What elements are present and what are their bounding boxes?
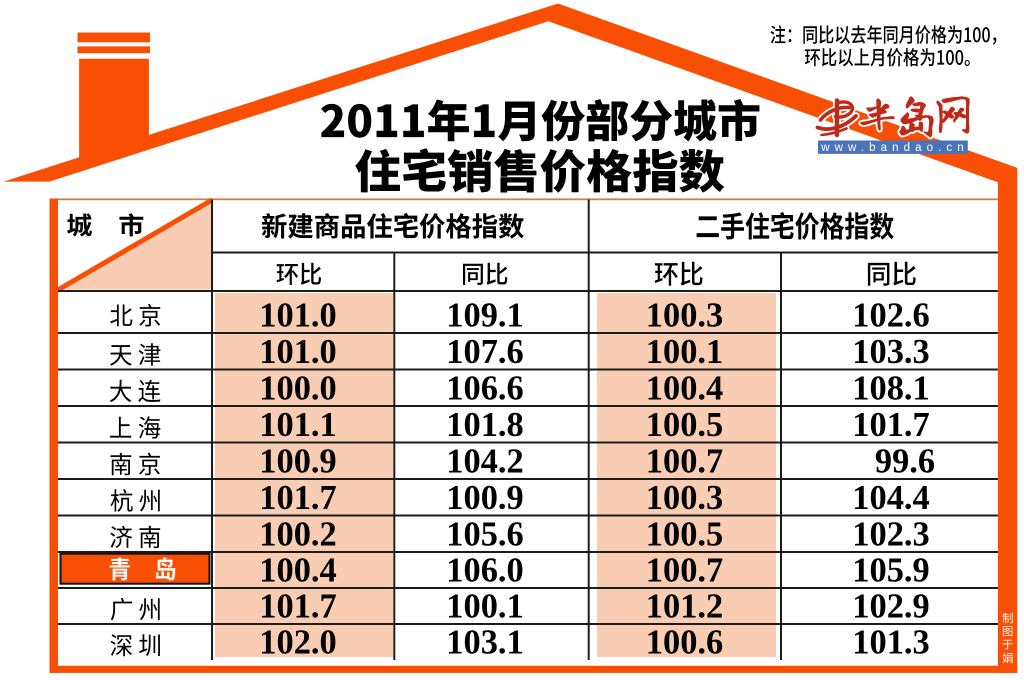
svg-text:104.4: 104.4 [852,479,929,517]
svg-text:100.4: 100.4 [646,370,723,408]
svg-text:102.0: 102.0 [259,624,336,662]
svg-text:100.9: 100.9 [259,443,336,481]
svg-text:100.7: 100.7 [646,552,723,590]
svg-text:101.7: 101.7 [259,588,336,626]
svg-text:101.8: 101.8 [446,406,523,444]
svg-text:100.1: 100.1 [446,588,523,626]
svg-text:103.3: 103.3 [852,333,929,371]
svg-text:101.1: 101.1 [259,406,336,444]
svg-text:99.6: 99.6 [875,443,935,481]
svg-text:100.6: 100.6 [646,624,723,662]
svg-text:100.1: 100.1 [646,333,723,371]
svg-text:100.2: 100.2 [259,516,336,554]
svg-text:101.0: 101.0 [259,333,336,371]
svg-text:101.2: 101.2 [646,588,723,626]
svg-text:107.6: 107.6 [446,333,523,371]
svg-text:101.3: 101.3 [852,624,929,662]
svg-text:106.0: 106.0 [446,552,523,590]
svg-text:106.6: 106.6 [446,370,523,408]
svg-text:102.6: 102.6 [852,297,929,335]
svg-text:100.9: 100.9 [446,479,523,517]
svg-text:109.1: 109.1 [446,297,523,335]
svg-text:105.9: 105.9 [852,552,929,590]
svg-text:105.6: 105.6 [446,516,523,554]
svg-text:101.7: 101.7 [852,406,929,444]
svg-text:102.3: 102.3 [852,516,929,554]
svg-text:100.5: 100.5 [646,406,723,444]
svg-text:100.7: 100.7 [646,443,723,481]
svg-text:104.2: 104.2 [446,443,523,481]
svg-text:103.1: 103.1 [446,624,523,662]
svg-text:100.4: 100.4 [259,552,336,590]
svg-text:108.1: 108.1 [852,370,929,408]
svg-text:101.7: 101.7 [259,479,336,517]
svg-text:102.9: 102.9 [852,588,929,626]
svg-text:100.5: 100.5 [646,516,723,554]
svg-text:101.0: 101.0 [259,297,336,335]
svg-text:www.bandao.cn: www.bandao.cn [820,142,969,154]
svg-text:100.3: 100.3 [646,297,723,335]
svg-text:100.3: 100.3 [646,479,723,517]
svg-text:100.0: 100.0 [259,370,336,408]
